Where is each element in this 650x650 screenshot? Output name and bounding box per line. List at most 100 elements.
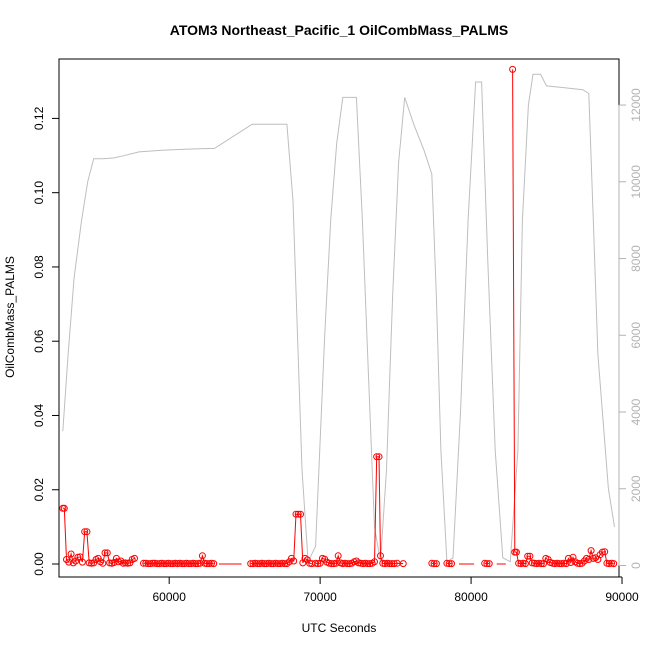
oil-data-point (430, 560, 438, 568)
oil-data-point (399, 560, 407, 568)
oil-data-point (526, 552, 534, 560)
oil-data-point (283, 560, 291, 568)
oil-data-point (99, 559, 107, 567)
y-tick-label: 0.04 (32, 403, 46, 427)
oil-data-point (183, 559, 190, 567)
oil-data-point (78, 558, 86, 566)
right-y-tick-label: 0 (629, 562, 643, 569)
y-axis: 0.00 0.02 0.04 0.06 0.08 0.10 0.12 (32, 106, 60, 576)
oil-data-point (185, 560, 193, 568)
oil-data-point (332, 559, 340, 567)
oil-data-point (445, 560, 453, 568)
oil-data-point (117, 557, 125, 565)
oil-data-point (553, 559, 561, 567)
x-tick-label: 80000 (454, 590, 488, 604)
oil-data-point (189, 559, 197, 567)
oil-data-point (144, 560, 152, 568)
altitude-line (62, 73, 615, 564)
plot-frame (58, 58, 620, 578)
oil-data-point (269, 560, 277, 568)
oil-data-point (146, 560, 154, 568)
oil-data-point (164, 559, 172, 567)
oil-data-point (330, 560, 338, 568)
right-y-tick-label: 6000 (629, 322, 643, 349)
oil-data-point (555, 560, 563, 568)
oil-data-point (210, 560, 218, 568)
y-tick-label: 0.10 (32, 181, 46, 205)
oil-comb-mass-series (59, 65, 618, 568)
oil-data-point (585, 556, 593, 563)
oil-data-point (69, 559, 77, 567)
oil-data-point (297, 510, 304, 518)
oil-data-point (290, 557, 298, 565)
oil-line-segment (315, 456, 404, 565)
oil-data-point (558, 560, 566, 568)
y-tick-label: 0.02 (32, 478, 46, 502)
right-y-tick-label: 2000 (629, 475, 643, 502)
right-y-tick-label: 10000 (629, 165, 643, 199)
x-tick-label: 70000 (303, 590, 337, 604)
right-y-axis: 0 2000 4000 6000 8000 10000 12000 (618, 88, 643, 569)
oil-data-point (67, 550, 75, 558)
oil-data-point (361, 559, 369, 567)
oil-data-point (81, 528, 89, 536)
altitude-series (62, 73, 615, 564)
oil-data-point (110, 559, 118, 566)
oil-data-point (377, 552, 384, 560)
oil-data-point (131, 554, 138, 562)
oil-data-point (83, 528, 91, 536)
oil-data-point (610, 560, 618, 568)
oil-data-point (535, 559, 543, 567)
oil-data-point (72, 557, 80, 565)
oil-data-point (151, 559, 159, 567)
oil-data-point (178, 560, 186, 568)
oil-data-point (432, 560, 440, 568)
oil-data-point (521, 560, 529, 568)
oil-data-point (263, 560, 270, 568)
y-axis-label: OilCombMass_PALMS (3, 256, 17, 378)
oil-data-point (578, 559, 586, 567)
oil-data-point (524, 552, 532, 560)
oil-data-point (149, 559, 157, 567)
oil-data-point (375, 453, 383, 461)
oil-data-point (574, 559, 581, 567)
oil-data-point (509, 65, 517, 73)
oil-data-point (605, 560, 613, 568)
oil-data-point (560, 559, 568, 567)
right-y-tick-label: 4000 (629, 398, 643, 425)
oil-data-point (428, 559, 436, 567)
oil-data-point (371, 558, 378, 566)
oil-data-point (276, 560, 284, 568)
oil-data-point (386, 560, 394, 568)
oil-data-point (294, 510, 302, 518)
oil-data-point (601, 548, 609, 556)
oil-data-point (325, 559, 333, 567)
oil-data-point (312, 559, 320, 567)
oil-data-point (254, 560, 261, 568)
oil-data-point (140, 559, 147, 567)
oil-data-point (174, 560, 181, 568)
oil-data-point (153, 560, 161, 568)
oil-data-point (260, 560, 268, 568)
oil-data-point (357, 559, 365, 567)
oil-data-point (537, 560, 545, 568)
right-y-tick-label: 12000 (629, 88, 643, 122)
oil-data-point (65, 558, 73, 566)
x-tick-label: 90000 (605, 590, 639, 604)
oil-data-point (278, 559, 286, 567)
oil-line-segment (512, 69, 614, 565)
oil-data-point (203, 560, 211, 568)
oil-data-point (551, 560, 559, 568)
oil-data-point (247, 560, 255, 568)
x-axis: 60000 70000 80000 90000 (153, 576, 639, 604)
y-tick-label: 0.08 (32, 255, 46, 279)
oil-data-point (383, 559, 391, 567)
right-y-tick-label: 8000 (629, 245, 643, 272)
oil-data-point (483, 560, 491, 568)
oil-data-point (281, 560, 289, 568)
oil-data-point (341, 559, 349, 567)
oil-data-point (587, 547, 595, 555)
oil-data-point (515, 559, 523, 567)
oil-data-point (274, 560, 282, 568)
